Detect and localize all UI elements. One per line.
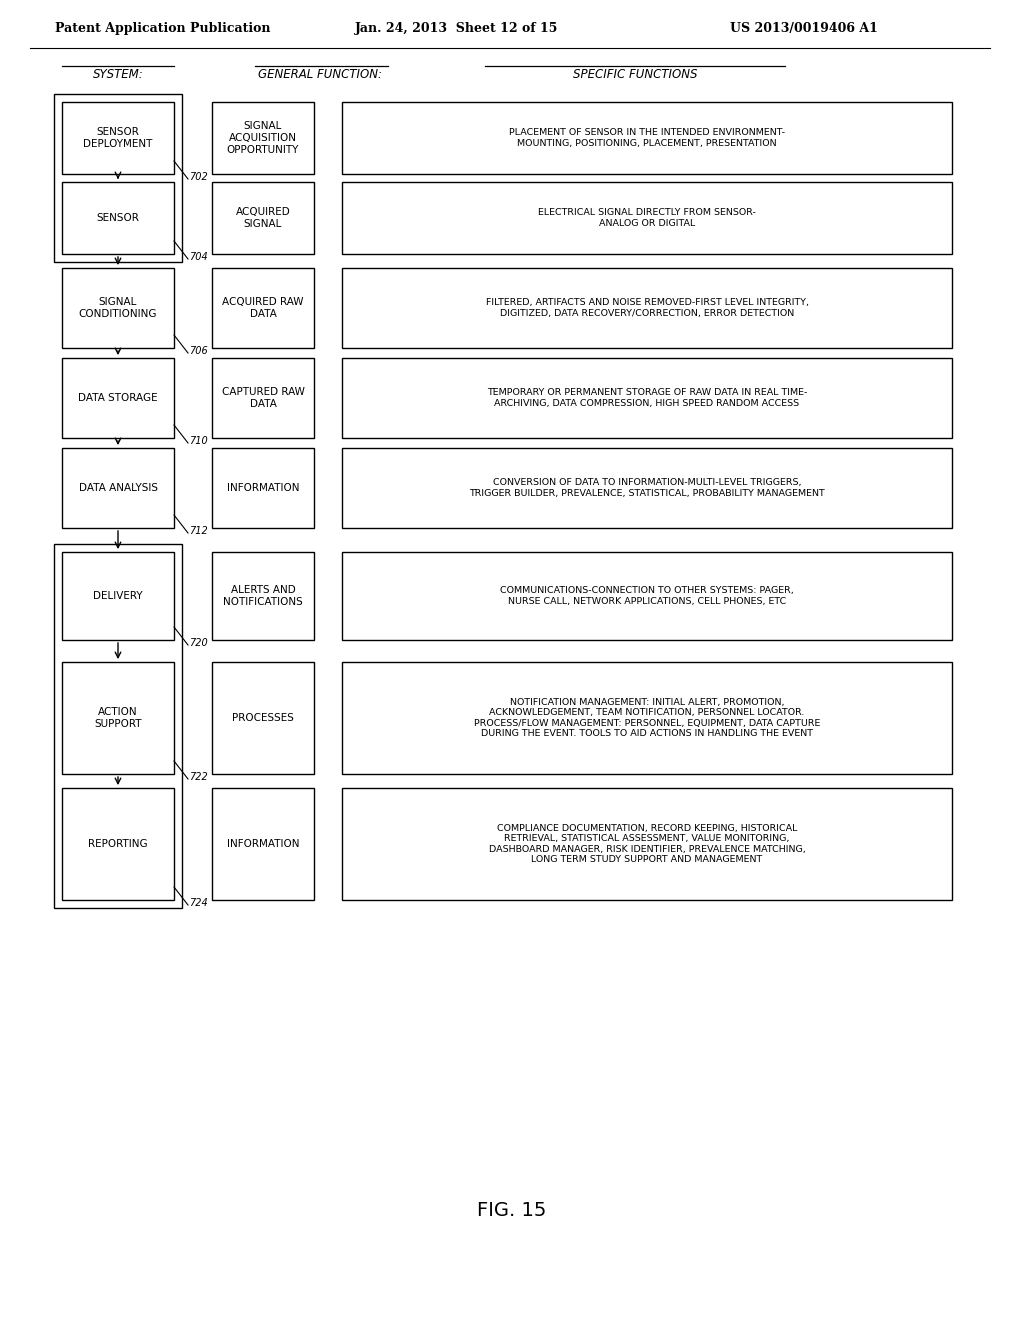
Text: SPECIFIC FUNCTIONS: SPECIFIC FUNCTIONS: [572, 69, 697, 81]
Bar: [62, 182, 174, 253]
Text: COMMUNICATIONS-CONNECTION TO OTHER SYSTEMS: PAGER,
NURSE CALL, NETWORK APPLICATI: COMMUNICATIONS-CONNECTION TO OTHER SYSTE…: [500, 586, 794, 606]
Text: SENSOR
DEPLOYMENT: SENSOR DEPLOYMENT: [83, 127, 153, 149]
Text: CONVERSION OF DATA TO INFORMATION-MULTI-LEVEL TRIGGERS,
TRIGGER BUILDER, PREVALE: CONVERSION OF DATA TO INFORMATION-MULTI-…: [469, 478, 825, 498]
Text: ACQUIRED
SIGNAL: ACQUIRED SIGNAL: [236, 207, 291, 228]
Text: SENSOR: SENSOR: [96, 213, 139, 223]
Text: PROCESSES: PROCESSES: [232, 713, 294, 723]
Text: 702: 702: [189, 172, 208, 182]
Bar: [62, 358, 174, 438]
Bar: [62, 663, 174, 774]
Text: SIGNAL
CONDITIONING: SIGNAL CONDITIONING: [79, 297, 158, 319]
Text: DELIVERY: DELIVERY: [93, 591, 142, 601]
Bar: [342, 268, 952, 348]
Text: 724: 724: [189, 898, 208, 908]
Bar: [212, 102, 314, 174]
Text: 710: 710: [189, 436, 208, 446]
Bar: [62, 788, 174, 900]
Text: ACTION
SUPPORT: ACTION SUPPORT: [94, 708, 141, 729]
Text: CAPTURED RAW
DATA: CAPTURED RAW DATA: [221, 387, 304, 409]
Bar: [62, 552, 174, 640]
Text: Patent Application Publication: Patent Application Publication: [55, 22, 270, 36]
Text: DATA ANALYSIS: DATA ANALYSIS: [79, 483, 158, 492]
Bar: [342, 102, 952, 174]
Bar: [212, 788, 314, 900]
Text: ACQUIRED RAW
DATA: ACQUIRED RAW DATA: [222, 297, 304, 319]
Bar: [342, 447, 952, 528]
Bar: [62, 102, 174, 174]
Text: Jan. 24, 2013  Sheet 12 of 15: Jan. 24, 2013 Sheet 12 of 15: [355, 22, 558, 36]
Bar: [62, 447, 174, 528]
Bar: [212, 268, 314, 348]
Text: INFORMATION: INFORMATION: [226, 483, 299, 492]
Bar: [212, 552, 314, 640]
Bar: [342, 788, 952, 900]
Text: 720: 720: [189, 638, 208, 648]
Text: FILTERED, ARTIFACTS AND NOISE REMOVED-FIRST LEVEL INTEGRITY,
DIGITIZED, DATA REC: FILTERED, ARTIFACTS AND NOISE REMOVED-FI…: [485, 298, 809, 318]
Text: 722: 722: [189, 772, 208, 781]
Text: COMPLIANCE DOCUMENTATION, RECORD KEEPING, HISTORICAL
RETRIEVAL, STATISTICAL ASSE: COMPLIANCE DOCUMENTATION, RECORD KEEPING…: [488, 824, 805, 865]
Bar: [342, 358, 952, 438]
Text: ALERTS AND
NOTIFICATIONS: ALERTS AND NOTIFICATIONS: [223, 585, 303, 607]
Bar: [62, 268, 174, 348]
Text: US 2013/0019406 A1: US 2013/0019406 A1: [730, 22, 878, 36]
Text: 706: 706: [189, 346, 208, 356]
Text: NOTIFICATION MANAGEMENT: INITIAL ALERT, PROMOTION,
ACKNOWLEDGEMENT, TEAM NOTIFIC: NOTIFICATION MANAGEMENT: INITIAL ALERT, …: [474, 698, 820, 738]
Text: ELECTRICAL SIGNAL DIRECTLY FROM SENSOR-
ANALOG OR DIGITAL: ELECTRICAL SIGNAL DIRECTLY FROM SENSOR- …: [538, 209, 756, 227]
Text: SYSTEM:: SYSTEM:: [92, 69, 143, 81]
Text: 704: 704: [189, 252, 208, 261]
Bar: [212, 663, 314, 774]
Text: 712: 712: [189, 525, 208, 536]
Bar: [212, 447, 314, 528]
Text: GENERAL FUNCTION:: GENERAL FUNCTION:: [258, 69, 382, 81]
Text: INFORMATION: INFORMATION: [226, 840, 299, 849]
Text: REPORTING: REPORTING: [88, 840, 147, 849]
Text: SIGNAL
ACQUISITION
OPPORTUNITY: SIGNAL ACQUISITION OPPORTUNITY: [226, 121, 299, 154]
Bar: [54, 94, 182, 261]
Text: FIG. 15: FIG. 15: [477, 1200, 547, 1220]
Bar: [342, 552, 952, 640]
Bar: [54, 544, 182, 908]
Bar: [212, 358, 314, 438]
Text: PLACEMENT OF SENSOR IN THE INTENDED ENVIRONMENT-
MOUNTING, POSITIONING, PLACEMEN: PLACEMENT OF SENSOR IN THE INTENDED ENVI…: [509, 128, 785, 148]
Bar: [342, 663, 952, 774]
Text: TEMPORARY OR PERMANENT STORAGE OF RAW DATA IN REAL TIME-
ARCHIVING, DATA COMPRES: TEMPORARY OR PERMANENT STORAGE OF RAW DA…: [486, 388, 807, 408]
Bar: [342, 182, 952, 253]
Bar: [212, 182, 314, 253]
Text: DATA STORAGE: DATA STORAGE: [78, 393, 158, 403]
